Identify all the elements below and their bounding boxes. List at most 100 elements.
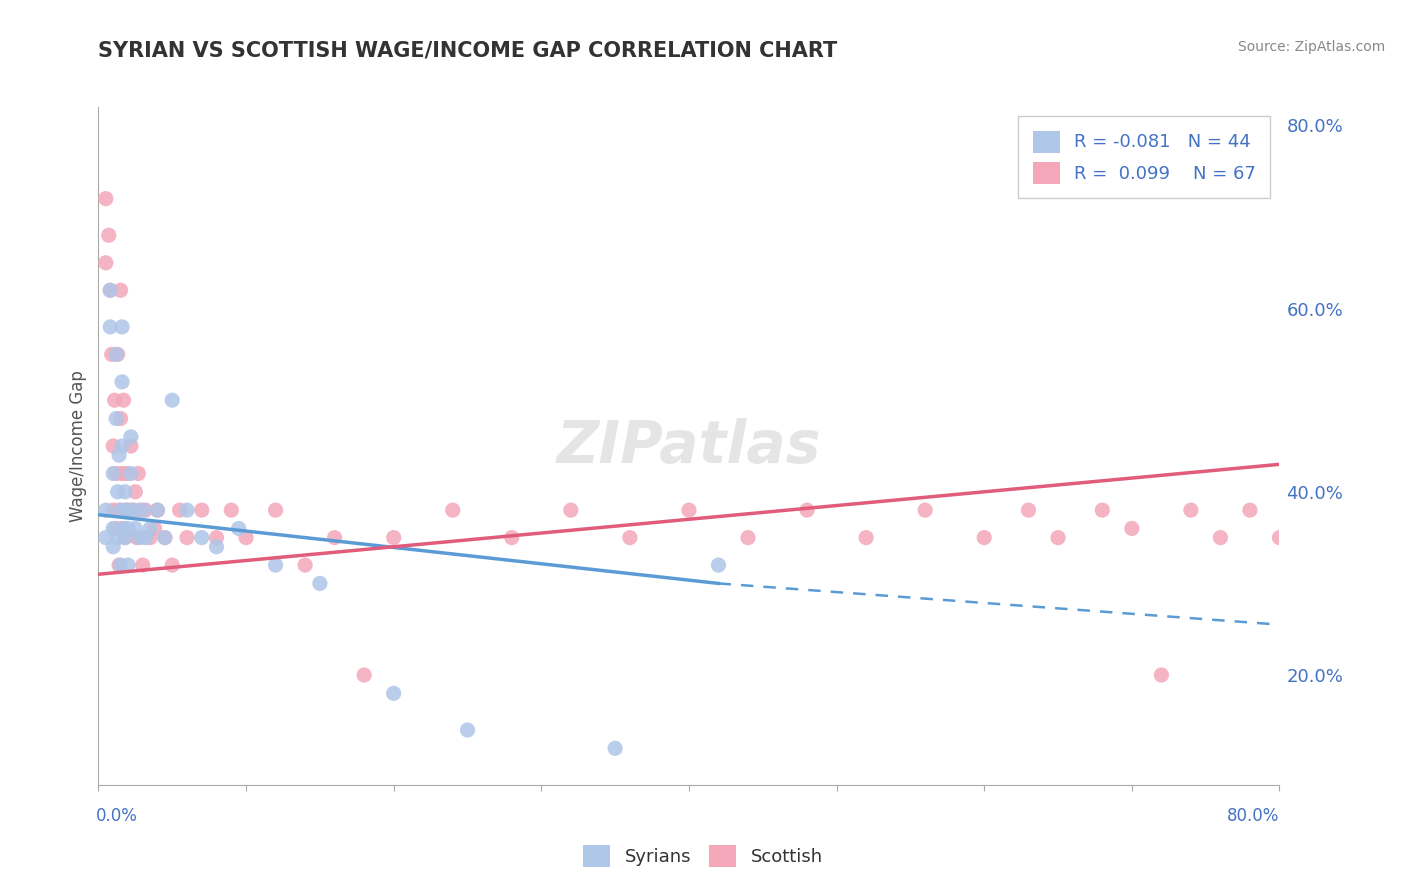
- Point: [111, 467, 134, 481]
- Point: [1298, 503, 1320, 517]
- Point: [128, 531, 150, 545]
- Point: [176, 531, 198, 545]
- Point: [117, 503, 139, 517]
- Point: [114, 531, 136, 545]
- Legend: R = -0.081   N = 44, R =  0.099    N = 67: R = -0.081 N = 44, R = 0.099 N = 67: [1018, 116, 1271, 198]
- Point: [103, 503, 125, 517]
- Point: [103, 439, 125, 453]
- Point: [111, 375, 134, 389]
- Point: [264, 558, 287, 573]
- Point: [143, 521, 166, 535]
- Point: [146, 503, 169, 517]
- Point: [162, 558, 183, 573]
- Point: [205, 540, 228, 554]
- Point: [110, 411, 132, 425]
- Point: [103, 467, 125, 481]
- Point: [560, 503, 582, 517]
- Point: [1268, 531, 1291, 545]
- Point: [1209, 531, 1232, 545]
- Point: [501, 531, 523, 545]
- Point: [294, 558, 316, 573]
- Point: [1239, 503, 1261, 517]
- Point: [228, 521, 250, 535]
- Point: [120, 439, 142, 453]
- Point: [105, 521, 128, 535]
- Legend: Syrians, Scottish: Syrians, Scottish: [576, 838, 830, 874]
- Point: [1046, 531, 1069, 545]
- Point: [111, 319, 134, 334]
- Point: [127, 467, 149, 481]
- Point: [135, 503, 157, 517]
- Point: [117, 558, 139, 573]
- Point: [94, 531, 117, 545]
- Text: SYRIAN VS SCOTTISH WAGE/INCOME GAP CORRELATION CHART: SYRIAN VS SCOTTISH WAGE/INCOME GAP CORRE…: [98, 40, 838, 60]
- Point: [100, 347, 122, 361]
- Point: [1150, 668, 1173, 682]
- Point: [124, 484, 146, 499]
- Point: [737, 531, 759, 545]
- Point: [107, 531, 129, 545]
- Point: [114, 484, 136, 499]
- Point: [115, 467, 138, 481]
- Point: [115, 503, 138, 517]
- Point: [111, 521, 134, 535]
- Point: [1017, 503, 1039, 517]
- Point: [235, 531, 257, 545]
- Point: [114, 531, 136, 545]
- Point: [98, 319, 121, 334]
- Point: [120, 467, 142, 481]
- Point: [191, 531, 214, 545]
- Point: [914, 503, 936, 517]
- Text: ZIPatlas: ZIPatlas: [557, 417, 821, 475]
- Point: [112, 521, 135, 535]
- Point: [162, 393, 183, 408]
- Point: [98, 283, 121, 297]
- Point: [117, 521, 139, 535]
- Point: [132, 558, 155, 573]
- Point: [108, 448, 131, 462]
- Text: Source: ZipAtlas.com: Source: ZipAtlas.com: [1237, 40, 1385, 54]
- Point: [108, 503, 131, 517]
- Point: [111, 439, 134, 453]
- Point: [125, 531, 148, 545]
- Point: [707, 558, 730, 573]
- Point: [441, 503, 464, 517]
- Point: [219, 503, 242, 517]
- Point: [205, 531, 228, 545]
- Point: [107, 347, 129, 361]
- Point: [112, 393, 135, 408]
- Point: [264, 503, 287, 517]
- Point: [110, 558, 132, 573]
- Point: [678, 503, 700, 517]
- Point: [382, 531, 405, 545]
- Point: [855, 531, 877, 545]
- Point: [1091, 503, 1114, 517]
- Point: [103, 540, 125, 554]
- Point: [191, 503, 214, 517]
- Point: [456, 723, 478, 737]
- Text: 80.0%: 80.0%: [1227, 807, 1279, 825]
- Point: [382, 686, 405, 700]
- Point: [105, 467, 128, 481]
- Point: [124, 521, 146, 535]
- Point: [139, 521, 162, 535]
- Point: [103, 521, 125, 535]
- Point: [153, 531, 176, 545]
- Point: [107, 484, 129, 499]
- Point: [94, 503, 117, 517]
- Point: [323, 531, 346, 545]
- Point: [94, 256, 117, 270]
- Point: [104, 393, 127, 408]
- Point: [120, 430, 142, 444]
- Point: [114, 503, 136, 517]
- Point: [1180, 503, 1202, 517]
- Point: [1121, 521, 1143, 535]
- Point: [176, 503, 198, 517]
- Point: [108, 558, 131, 573]
- Point: [135, 531, 157, 545]
- Point: [122, 503, 145, 517]
- Point: [619, 531, 641, 545]
- Point: [309, 576, 332, 591]
- Point: [796, 503, 818, 517]
- Point: [605, 741, 627, 756]
